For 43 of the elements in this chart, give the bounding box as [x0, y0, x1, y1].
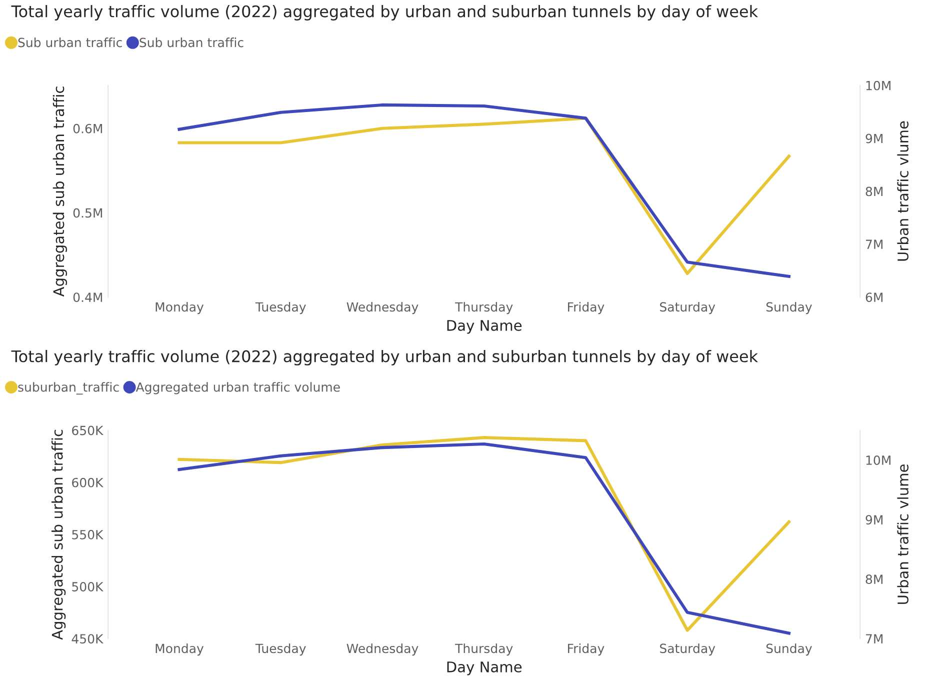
x-tick-label: Monday	[156, 302, 204, 314]
y2-tick-label: 10M	[866, 456, 890, 465]
y-axis-title: Aggregated sub urban traffic	[52, 430, 66, 640]
legend-label: Sub urban traffic	[18, 38, 122, 48]
y-tick-label: 450K	[72, 634, 104, 644]
y-tick-label: 650K	[72, 426, 104, 436]
y2-axis-title: Urban traffic vlume	[897, 464, 908, 604]
x-tick-label: Friday	[568, 302, 604, 314]
y2-tick-label: 8M	[866, 186, 882, 196]
legend-label: Aggregated urban traffic volume	[136, 382, 340, 394]
y-tick-label: 0.4M	[73, 292, 102, 302]
y-tick-label: 550K	[72, 530, 104, 540]
y-axis-title: Aggregated sub urban traffic	[52, 86, 68, 297]
y-tick-label: 0.5M	[73, 208, 102, 218]
y-tick-label: 0.6M	[73, 124, 102, 134]
y2-tick-label: 8M	[866, 574, 882, 584]
x-axis-title: Day Name	[447, 662, 522, 676]
y-tick-label: 600K	[72, 478, 104, 488]
x-tick-label: Saturday	[660, 643, 716, 656]
y-tick-label: 500K	[72, 582, 104, 592]
legend-label: suburban_traffic	[18, 382, 119, 395]
x-tick-label: Saturday	[660, 302, 716, 314]
x-tick-label: Thursday	[455, 302, 513, 314]
x-tick-label: Friday	[568, 643, 604, 656]
x-tick-label: Tuesday	[255, 302, 306, 314]
x-tick-label: Wednesday	[346, 302, 418, 314]
y2-tick-label: 7M	[866, 240, 882, 249]
legend-label: Sub urban traffic	[140, 38, 244, 48]
x-tick-label: Wednesday	[346, 643, 418, 656]
chart-title: Total yearly traffic volume (2022) aggregated by urban and suburban tunnels by day of week	[11, 5, 758, 20]
y2-tick-label: 10M	[866, 80, 890, 90]
y2-tick-label: 7M	[866, 634, 882, 644]
x-tick-label: Thursday	[455, 643, 513, 656]
x-tick-label: Monday	[156, 643, 204, 656]
chart-title: Total yearly traffic volume (2022) aggregated by urban and suburban tunnels by day of week	[11, 350, 758, 366]
x-tick-label: Tuesday	[255, 643, 306, 656]
x-tick-label: Sunday	[766, 302, 812, 314]
y2-tick-label: 9M	[866, 134, 882, 144]
x-tick-label: Sunday	[766, 643, 812, 656]
y2-tick-label: 9M	[866, 515, 882, 524]
x-axis-title: Day Name	[447, 320, 522, 334]
y2-tick-label: 6M	[866, 292, 882, 302]
y2-axis-title: Urban traffic vlume	[897, 121, 908, 261]
